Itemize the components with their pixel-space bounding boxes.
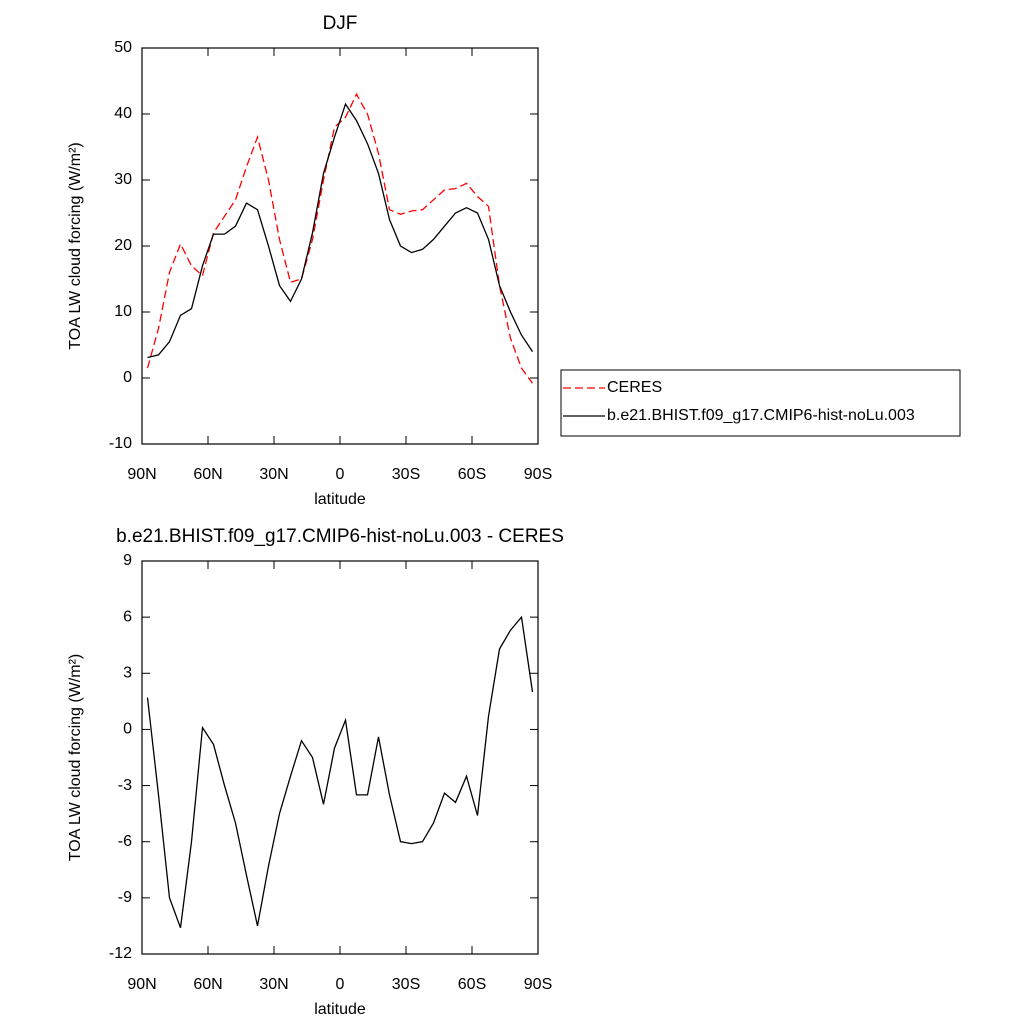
data-line [146, 92, 534, 384]
y-tick-label: -12 [109, 945, 132, 962]
y-tick-label: 20 [114, 237, 132, 254]
x-tick-label: 0 [336, 976, 345, 993]
legend-frame [560, 369, 961, 437]
legend-label: b.e21.BHIST.f09_g17.CMIP6-hist-noLu.003 [607, 407, 915, 424]
x-tick-label: 60N [193, 976, 222, 993]
y-tick-label: 0 [123, 721, 132, 738]
plot-frame [141, 560, 539, 955]
y-tick-label: 40 [114, 105, 132, 122]
chart-title: DJF [323, 13, 358, 34]
x-tick-label: 60S [458, 466, 486, 483]
y-tick-label: -3 [118, 777, 132, 794]
y-tick-label: 30 [114, 171, 132, 188]
data-line [146, 615, 534, 929]
data-line [147, 102, 534, 359]
legend-label: CERES [607, 379, 662, 396]
legend: CERES b.e21.BHIST.f09_g17.CMIP6-hist-noLu… [560, 369, 961, 437]
y-tick-label: 10 [114, 303, 132, 320]
y-tick-label: -9 [118, 889, 132, 906]
y-tick-label: 6 [123, 608, 132, 625]
x-tick-label: 90S [524, 466, 552, 483]
y-tick-label: 50 [114, 39, 132, 56]
x-tick-label: 0 [336, 466, 345, 483]
x-tick-label: 90S [524, 976, 552, 993]
x-tick-label: 60N [193, 466, 222, 483]
y-tick-label: -6 [118, 833, 132, 850]
x-tick-label: 30S [392, 976, 420, 993]
y-tick-label: 9 [123, 552, 132, 569]
x-tick-label: 90N [127, 976, 156, 993]
chart-title: b.e21.BHIST.f09_g17.CMIP6-hist-noLu.003 … [116, 526, 564, 547]
x-tick-label: 30N [259, 466, 288, 483]
x-tick-label: 30S [392, 466, 420, 483]
y-axis-title: TOA LW cloud forcing (W/m²) [67, 654, 84, 861]
x-axis-title: latitude [314, 491, 366, 508]
x-tick-label: 30N [259, 976, 288, 993]
y-tick-label: -10 [109, 435, 132, 452]
y-tick-label: 3 [123, 665, 132, 682]
x-tick-label: 90N [127, 466, 156, 483]
x-tick-label: 60S [458, 976, 486, 993]
plot-frame [141, 47, 539, 445]
y-tick-label: 0 [123, 369, 132, 386]
x-axis-title: latitude [314, 1001, 366, 1018]
y-axis-title: TOA LW cloud forcing (W/m²) [67, 142, 84, 349]
